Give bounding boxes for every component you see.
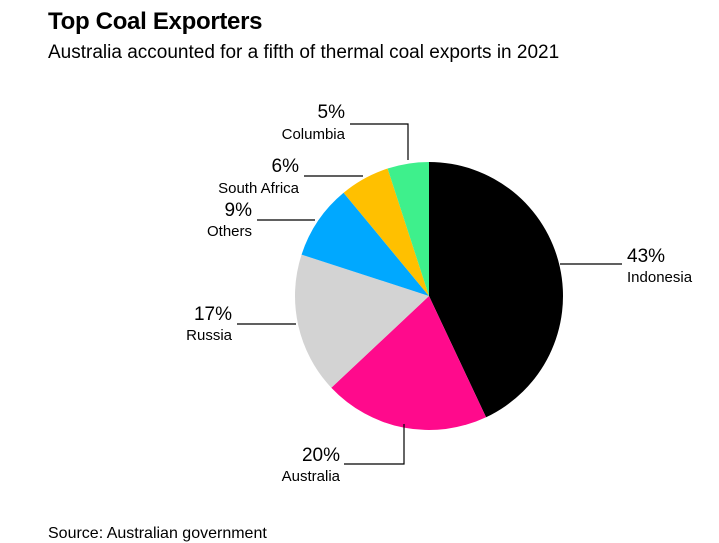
pie-slice-columbia bbox=[387, 162, 429, 296]
pie-slice-indonesia bbox=[429, 162, 564, 418]
chart-subtitle: Australia accounted for a fifth of therm… bbox=[48, 42, 560, 63]
pie-slice-others bbox=[301, 192, 429, 296]
pie-slice-russia bbox=[295, 254, 429, 388]
slice-percent-russia: 17% bbox=[194, 304, 232, 325]
slice-name-russia: Russia bbox=[186, 327, 233, 344]
leader-lines bbox=[237, 123, 622, 465]
pie-slice-australia bbox=[331, 296, 487, 431]
slice-labels: 43% Indonesia 20% Australia 17% Russia 9% Other… bbox=[186, 102, 693, 485]
source-note: Source: Australian government bbox=[48, 525, 267, 542]
slice-name-australia: Australia bbox=[282, 468, 341, 485]
slice-percent-others: 9% bbox=[225, 200, 253, 221]
pie-slice-south-africa bbox=[343, 168, 429, 296]
slice-name-indonesia: Indonesia bbox=[627, 269, 693, 286]
slice-percent-australia: 20% bbox=[302, 445, 340, 466]
slice-name-others: Others bbox=[207, 223, 252, 240]
chart-title: Top Coal Exporters bbox=[48, 8, 263, 35]
slice-name-columbia: Columbia bbox=[282, 126, 346, 143]
slice-percent-columbia: 5% bbox=[318, 102, 346, 123]
leader-line-columbia bbox=[350, 123, 409, 160]
slice-percent-south-africa: 6% bbox=[272, 156, 300, 177]
pie-slices bbox=[295, 162, 564, 431]
leader-line-australia bbox=[344, 424, 405, 465]
slice-name-south-africa: South Africa bbox=[218, 180, 300, 197]
slice-percent-indonesia: 43% bbox=[627, 246, 665, 267]
